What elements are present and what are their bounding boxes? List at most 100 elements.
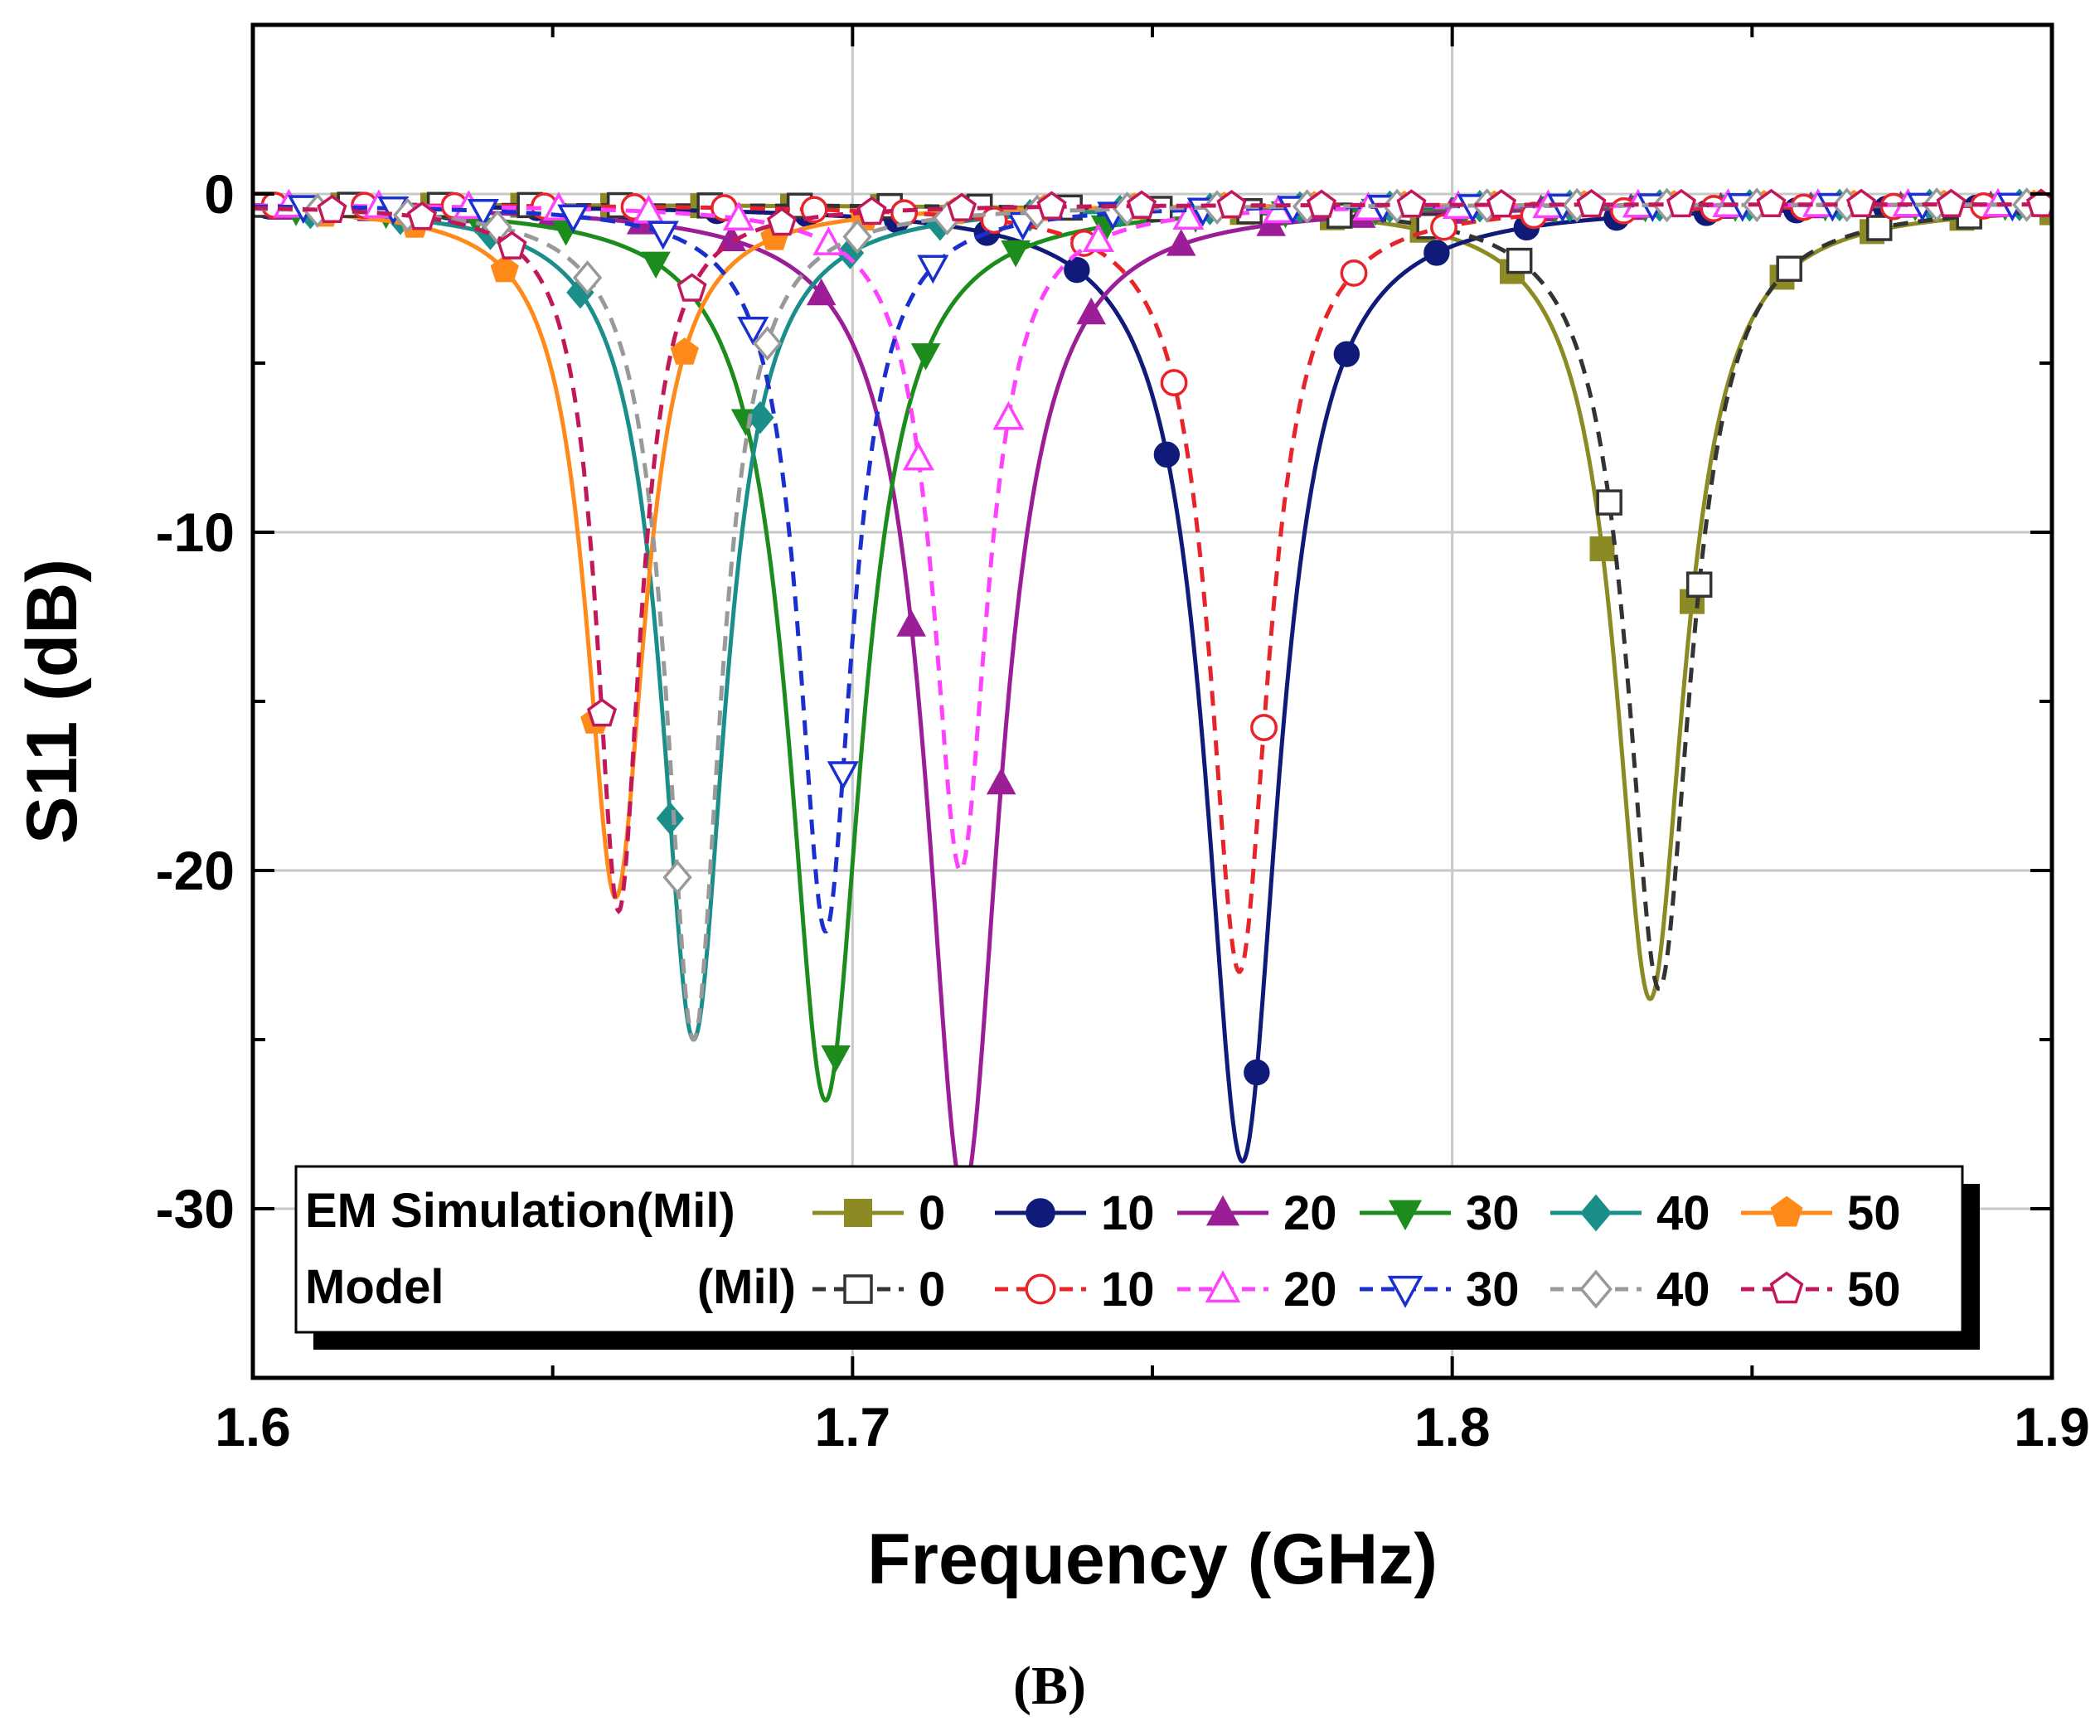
series-marker — [1126, 190, 1157, 219]
x-axis-label: Frequency (GHz) — [867, 1520, 1438, 1599]
figure-caption: (B) — [1013, 1656, 1086, 1716]
x-tick-label: 1.6 — [215, 1396, 291, 1457]
series-marker — [842, 219, 872, 255]
legend-entry: 0 — [812, 1263, 945, 1317]
legend-marker — [1025, 1273, 1056, 1305]
legend-entry: 20 — [1177, 1263, 1337, 1317]
legend-label: 30 — [1466, 1186, 1520, 1240]
series-marker — [1685, 571, 1713, 598]
legend-marker — [1388, 1200, 1423, 1231]
series-marker — [1936, 188, 1967, 217]
series-marker — [737, 317, 769, 346]
series-marker — [1423, 240, 1450, 266]
series-marker — [1776, 255, 1802, 282]
series-marker — [896, 609, 926, 637]
legend-marker — [1205, 1270, 1241, 1303]
series-marker — [586, 698, 618, 727]
legend-entry: 30 — [1360, 1186, 1520, 1240]
series-marker — [1589, 536, 1615, 562]
series-marker — [917, 255, 949, 284]
series-marker — [902, 441, 934, 471]
series-marker — [1244, 1059, 1270, 1086]
legend-entry: 50 — [1741, 1263, 1901, 1317]
y-axis-label: S11 (dB) — [12, 559, 92, 844]
series-marker — [1216, 189, 1247, 219]
series-marker — [722, 201, 754, 230]
series-marker — [1153, 441, 1181, 468]
series-marker — [1396, 189, 1427, 218]
series-marker — [1064, 256, 1090, 284]
legend-marker — [1770, 1195, 1803, 1227]
legend-entries: 0 10 20 30 40 50 0 10 20 30 40 50 — [812, 1186, 1901, 1317]
y-tick-label: -10 — [156, 502, 235, 563]
legend-label: 40 — [1656, 1186, 1710, 1240]
y-tick-label: -20 — [156, 840, 235, 901]
series-marker — [1076, 297, 1106, 325]
series-marker — [986, 767, 1016, 795]
series-marker — [1845, 188, 1877, 217]
legend-marker — [1205, 1195, 1240, 1226]
legend-entry: 50 — [1741, 1186, 1901, 1240]
series-marker — [1001, 240, 1031, 268]
legend-entry: 40 — [1550, 1186, 1710, 1240]
legend-box — [294, 1165, 1964, 1334]
series-marker — [677, 273, 707, 302]
legend-entry: 30 — [1360, 1263, 1520, 1317]
y-tick-labels: 0 -10 -20 -30 — [156, 163, 235, 1239]
legend-marker — [1579, 1269, 1613, 1309]
axis-ticks — [251, 23, 2054, 1380]
series-marker — [1340, 259, 1368, 287]
series-marker — [1596, 489, 1622, 516]
x-tick-label: 1.7 — [814, 1396, 890, 1457]
legend-label: 40 — [1656, 1263, 1710, 1317]
legend-label: 20 — [1283, 1263, 1337, 1317]
series-marker — [670, 337, 699, 365]
series-marker — [890, 199, 918, 227]
legend-label: 30 — [1466, 1263, 1520, 1317]
series-marker — [910, 343, 941, 371]
series-marker — [1576, 188, 1607, 218]
series-marker — [746, 400, 774, 434]
legend-entry: 0 — [812, 1186, 945, 1240]
series-marker — [766, 207, 798, 236]
legend-label: 10 — [1101, 1263, 1155, 1317]
series-marker — [946, 192, 977, 221]
legend-label: 0 — [919, 1263, 945, 1317]
series-marker — [647, 221, 679, 250]
x-tick-labels: 1.6 1.7 1.8 1.9 — [215, 1396, 2090, 1457]
legend-entry: 10 — [995, 1186, 1155, 1240]
series-marker — [1865, 215, 1893, 241]
series-marker — [662, 860, 692, 895]
series-marker — [497, 230, 527, 259]
series-marker — [806, 278, 837, 306]
series-marker — [1333, 341, 1360, 367]
series-marker — [317, 194, 347, 224]
series-marker — [1166, 229, 1196, 256]
legend-marker — [1387, 1275, 1423, 1308]
series-marker — [406, 201, 438, 230]
series-marker — [827, 761, 859, 791]
series-marker — [821, 1045, 851, 1073]
legend: EM Simulation(Mil) Model (Mil) 0 10 20 30 40… — [294, 1165, 1980, 1350]
legend-entry: 10 — [995, 1263, 1155, 1317]
series-marker — [572, 260, 603, 295]
legend-label: 20 — [1283, 1186, 1337, 1240]
series-marker — [1756, 188, 1787, 218]
legend-model-row-label: Model — [305, 1260, 444, 1314]
series-marker — [1172, 201, 1205, 230]
legend-label: 0 — [919, 1186, 945, 1240]
series-marker — [1036, 191, 1067, 220]
series-marker — [1486, 189, 1517, 218]
series-marker — [1160, 369, 1188, 397]
y-tick-label: 0 — [204, 163, 235, 225]
series-marker — [800, 196, 828, 224]
x-tick-label: 1.8 — [1414, 1396, 1491, 1457]
legend-entry: 40 — [1550, 1263, 1710, 1317]
legend-label: 10 — [1101, 1186, 1155, 1240]
series-layer — [253, 187, 2052, 1194]
series-marker — [1306, 189, 1337, 218]
legend-label: 50 — [1847, 1186, 1901, 1240]
series-marker — [1250, 714, 1278, 742]
series-marker — [856, 196, 887, 225]
